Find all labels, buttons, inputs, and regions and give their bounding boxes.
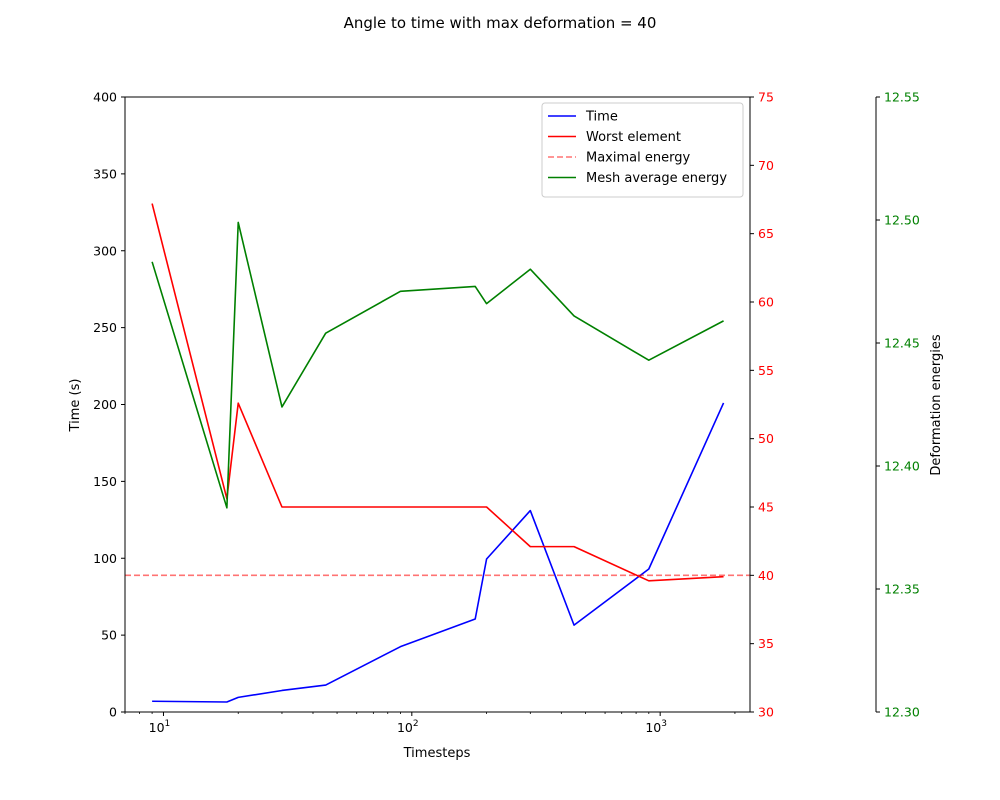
legend-entry-label: Time bbox=[585, 110, 618, 125]
plot-area: 0 50 100 150 200 250 300 350 400 30 35 40 45 50 55 60 65… bbox=[93, 90, 920, 736]
left-axis-tick-label: 100 bbox=[93, 551, 117, 566]
right1-axis-tick-label: 65 bbox=[758, 226, 774, 241]
left-axis-tick-label: 150 bbox=[93, 474, 117, 489]
right1-axis-tick-label: 30 bbox=[758, 705, 774, 720]
left-axis-tick-label: 0 bbox=[109, 705, 117, 720]
series-line-time bbox=[152, 402, 725, 703]
right1-axis-tick-label: 70 bbox=[758, 158, 774, 173]
left-axis-tick-label: 400 bbox=[93, 90, 117, 105]
right2-axis-tick-label: 12.35 bbox=[884, 582, 920, 597]
right1-axis-tick-label: 55 bbox=[758, 363, 774, 378]
legend-entry-label: Worst element bbox=[586, 130, 681, 145]
left-axis-label: Time (s) bbox=[68, 379, 83, 433]
right2-axis-tick-label: 12.40 bbox=[884, 459, 920, 474]
series-line-worst-element bbox=[151, 203, 724, 582]
left-axis-tick-label: 350 bbox=[93, 166, 117, 181]
legend-box bbox=[541, 102, 744, 198]
right1-axis-tick-label: 60 bbox=[758, 295, 774, 310]
right1-axis-tick-label: 50 bbox=[758, 431, 774, 446]
right1-axis-tick-label: 40 bbox=[758, 568, 774, 583]
x-axis-tick-label: 101 bbox=[149, 719, 171, 735]
x-axis-label: Timesteps bbox=[403, 746, 471, 761]
legend-entry-label: Maximal energy bbox=[586, 151, 690, 166]
series-line-mesh-average-energy bbox=[151, 221, 724, 509]
chart-title: Angle to time with max deformation = 40 bbox=[344, 14, 657, 32]
right2-axis-label: Deformation energies bbox=[929, 334, 944, 476]
left-axis-tick-label: 250 bbox=[93, 320, 117, 335]
right2-axis-tick-label: 12.45 bbox=[884, 336, 920, 351]
right2-axis-tick-label: 12.55 bbox=[884, 90, 920, 105]
right1-axis-tick-label: 45 bbox=[758, 500, 774, 515]
right1-axis-tick-label: 35 bbox=[758, 636, 774, 651]
left-axis-tick-label: 300 bbox=[93, 243, 117, 258]
x-axis-tick-label: 102 bbox=[397, 719, 419, 735]
right2-axis-tick-label: 12.30 bbox=[884, 705, 920, 720]
legend-entry-label: Mesh average energy bbox=[586, 171, 727, 186]
right1-axis-tick-label: 75 bbox=[758, 90, 774, 105]
x-axis-tick-label: 103 bbox=[645, 719, 667, 735]
left-axis-tick-label: 200 bbox=[93, 397, 117, 412]
right2-axis-tick-label: 12.50 bbox=[884, 213, 920, 228]
left-axis-tick-label: 50 bbox=[101, 628, 117, 643]
legend: Time Worst element Maximal energy Mesh aver… bbox=[541, 102, 744, 198]
